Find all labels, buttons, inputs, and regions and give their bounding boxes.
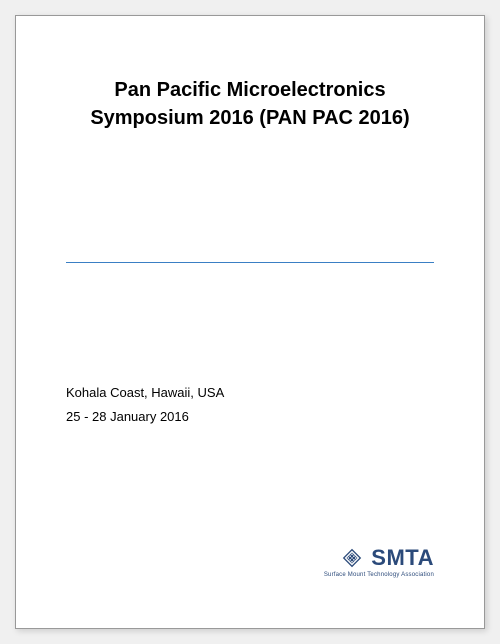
document-title: Pan Pacific Microelectronics Symposium 2… (66, 76, 434, 132)
logo-main-row: SMTA (339, 545, 434, 571)
logo-subtitle: Surface Mount Technology Association (324, 572, 434, 578)
organization-logo: SMTA Surface Mount Technology Associatio… (324, 545, 434, 578)
diamond-icon (339, 545, 365, 571)
dates-text: 25 - 28 January 2016 (66, 407, 434, 427)
document-page: Pan Pacific Microelectronics Symposium 2… (15, 15, 485, 629)
location-text: Kohala Coast, Hawaii, USA (66, 383, 434, 403)
logo-acronym: SMTA (371, 545, 434, 571)
section-divider (66, 262, 434, 263)
